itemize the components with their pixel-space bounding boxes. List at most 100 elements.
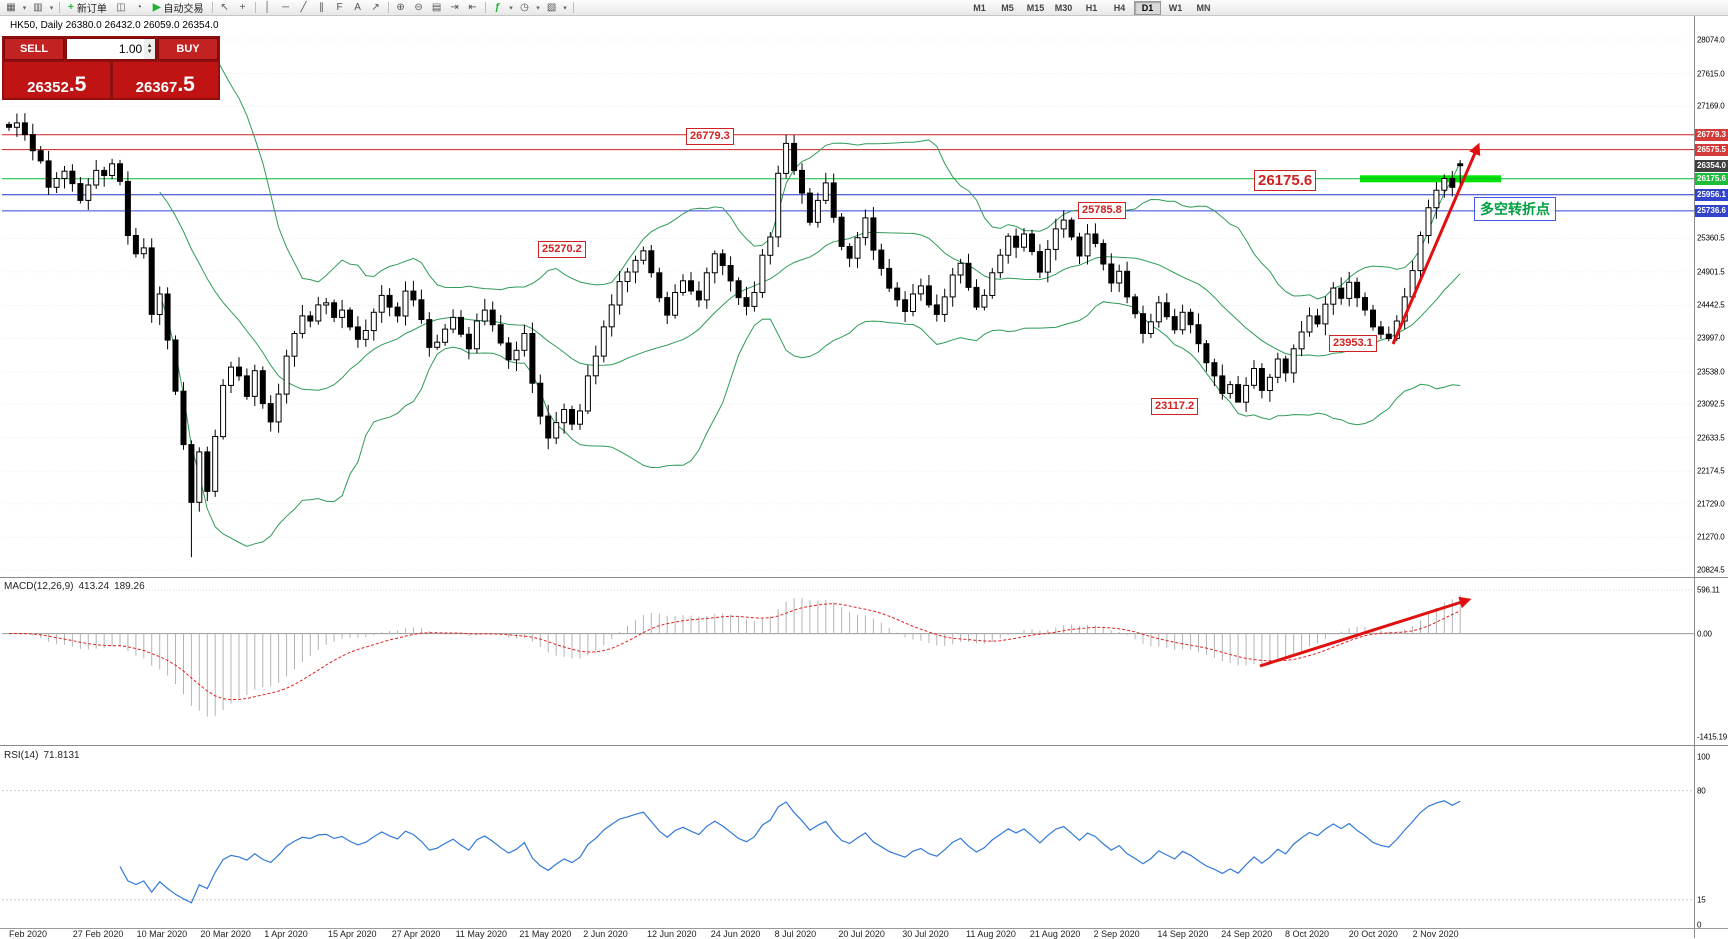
macd-tick: 0.00 (1697, 629, 1712, 639)
auto-scroll-icon[interactable]: ⇥ (450, 2, 459, 13)
rsi-panel-separator[interactable] (0, 745, 1728, 746)
arrow-object-icon[interactable]: ↗ (371, 2, 380, 13)
lot-stepper[interactable]: ▲ ▼ (144, 39, 155, 59)
price-tick: 21729.0 (1697, 499, 1725, 509)
time-label[interactable]: 30 Jul 2020 (902, 929, 949, 939)
price-annotation-23117.2[interactable]: 23117.2 (1151, 398, 1199, 415)
time-label[interactable]: 21 May 2020 (519, 929, 572, 939)
crosshair-icon[interactable]: + (239, 2, 246, 13)
buy-price-display[interactable]: 26367.5 (112, 62, 218, 98)
text-icon[interactable]: A (354, 2, 361, 13)
fibonacci-icon[interactable]: F (336, 2, 343, 13)
timeframe-W1[interactable]: W1 (1168, 3, 1183, 13)
tile-windows-icon[interactable]: ▤ (431, 2, 442, 13)
new-order-button[interactable]: + 新订单 (63, 1, 112, 15)
time-label[interactable]: 24 Jun 2020 (710, 929, 761, 939)
templates-icon[interactable]: ▧ (546, 2, 557, 13)
rsi-tick: 80 (1697, 786, 1706, 796)
timeframe-H1[interactable]: H1 (1085, 3, 1098, 13)
price-annotation-25785.8[interactable]: 25785.8 (1078, 202, 1126, 219)
time-label[interactable]: 12 Jun 2020 (647, 929, 697, 939)
symbol-ohlc-line: HK50, Daily 26380.0 26432.0 26059.0 2635… (10, 20, 219, 31)
lot-size-input[interactable] (67, 41, 145, 57)
horizontal-line-icon[interactable]: ─ (282, 2, 290, 13)
macd-tick: -1415.19 (1697, 732, 1727, 742)
time-label[interactable]: 20 Oct 2020 (1348, 929, 1398, 939)
indicators-icon[interactable]: ƒ (494, 2, 501, 13)
buy-button[interactable]: BUY (158, 38, 218, 60)
autotrading-button[interactable]: ▶ 自动交易 (148, 1, 209, 15)
turning-point-annotation[interactable]: 多空转折点 (1474, 197, 1556, 221)
price-tick: 23538.0 (1697, 367, 1725, 377)
profiles-dropdown[interactable]: ▾ (49, 4, 54, 12)
time-label[interactable]: 10 Mar 2020 (136, 929, 188, 939)
new-chart-dropdown[interactable]: ▾ (22, 4, 27, 12)
price-annotation-23953.1[interactable]: 23953.1 (1329, 335, 1377, 352)
time-label[interactable]: 24 Sep 2020 (1221, 929, 1273, 939)
market-watch-icon[interactable]: ◫ (116, 2, 126, 13)
time-label[interactable]: 2 Jun 2020 (583, 929, 628, 939)
macd-panel-separator[interactable] (0, 577, 1728, 578)
time-label[interactable]: 8 Jul 2020 (774, 929, 817, 939)
indicators-dropdown[interactable]: ▾ (509, 4, 513, 12)
price-annotation-26175.6[interactable]: 26175.6 (1254, 170, 1317, 191)
periods-icon[interactable]: ◷ (520, 2, 529, 13)
time-label[interactable]: 1 Apr 2020 (264, 929, 308, 939)
profiles-icon[interactable]: ▥ (33, 2, 43, 13)
zoom-in-icon[interactable]: ⊕ (396, 2, 405, 13)
macd-name: MACD(12,26,9) (4, 581, 74, 592)
cursor-icon[interactable]: ↖ (220, 2, 229, 13)
time-label[interactable]: 15 Apr 2020 (328, 929, 377, 939)
time-label[interactable]: 21 Aug 2020 (1029, 929, 1081, 939)
time-label[interactable]: 2 Nov 2020 (1412, 929, 1459, 939)
time-label[interactable]: 8 Oct 2020 (1285, 929, 1330, 939)
trendline-icon[interactable]: ╱ (300, 2, 307, 13)
templates-dropdown[interactable]: ▾ (563, 4, 567, 12)
time-label[interactable]: 27 Feb 2020 (72, 929, 124, 939)
new-order-button-label: 新订单 (76, 4, 107, 15)
equidistant-channel-icon[interactable]: ∥ (319, 2, 325, 13)
zoom-out-icon[interactable]: ⊖ (414, 2, 423, 13)
new-chart-icon[interactable]: ▦ (6, 2, 16, 13)
candlesticks (6, 113, 1464, 558)
timeframe-H4[interactable]: H4 (1113, 3, 1126, 13)
periods-dropdown[interactable]: ▾ (536, 4, 540, 12)
macd-label: MACD(12,26,9) 413.24 189.26 (4, 581, 145, 592)
timeframe-M5[interactable]: M5 (1001, 3, 1014, 13)
timeframe-MN[interactable]: MN (1196, 3, 1211, 13)
time-label[interactable]: 11 May 2020 (455, 929, 507, 939)
toolbar-separator (211, 2, 213, 13)
lot-up-icon[interactable]: ▲ (146, 43, 153, 49)
time-label[interactable]: 20 Mar 2020 (200, 929, 251, 939)
price-axis-border (1694, 15, 1695, 938)
timeframe-M30[interactable]: M30 (1054, 3, 1073, 13)
price-annotation-26779.3[interactable]: 26779.3 (686, 128, 734, 145)
price-marker-26575.5: 26575.5 (1695, 143, 1728, 156)
price-tick: 27169.0 (1697, 101, 1725, 111)
price-marker-26354.0: 26354.0 (1695, 159, 1728, 172)
time-label[interactable]: 27 Apr 2020 (391, 929, 441, 939)
sell-button[interactable]: SELL (4, 38, 64, 60)
chart-shift-icon[interactable]: ⇤ (468, 2, 477, 13)
timeframe-D1[interactable]: D1 (1134, 1, 1161, 15)
lot-down-icon[interactable]: ▼ (146, 49, 153, 55)
macd-trend-arrow[interactable] (1259, 596, 1472, 668)
rsi-value: 71.8131 (43, 750, 80, 761)
time-axis-border (0, 928, 1728, 929)
timeframe-M15[interactable]: M15 (1026, 3, 1045, 13)
time-label[interactable]: 11 Aug 2020 (966, 929, 1016, 939)
time-label[interactable]: 20 Jul 2020 (838, 929, 885, 939)
time-label[interactable]: 14 Sep 2020 (1157, 929, 1209, 939)
time-label[interactable]: 2 Sep 2020 (1093, 929, 1140, 939)
price-annotation-25270.2[interactable]: 25270.2 (538, 241, 586, 258)
history-center-icon[interactable]: ◔ (135, 2, 142, 13)
vertical-line-icon[interactable]: │ (264, 2, 271, 13)
sell-price-display[interactable]: 26352.5 (4, 62, 110, 98)
timeframe-M1[interactable]: M1 (973, 3, 986, 13)
main-trend-arrow[interactable] (1391, 142, 1481, 345)
rsi-tick: 100 (1697, 752, 1710, 762)
macd-signal-value: 189.26 (114, 581, 145, 592)
time-label[interactable]: Feb 2020 (9, 929, 48, 939)
rsi-tick: 15 (1697, 895, 1706, 905)
